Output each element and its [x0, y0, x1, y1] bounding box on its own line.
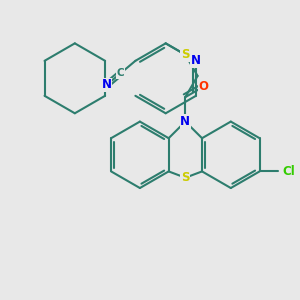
Text: O: O	[199, 80, 208, 93]
Text: N: N	[191, 54, 201, 67]
Text: Cl: Cl	[282, 165, 295, 178]
Text: N: N	[180, 115, 190, 128]
Text: N: N	[102, 78, 112, 92]
Text: S: S	[181, 171, 190, 184]
Text: C: C	[117, 68, 124, 78]
Text: S: S	[181, 48, 190, 61]
